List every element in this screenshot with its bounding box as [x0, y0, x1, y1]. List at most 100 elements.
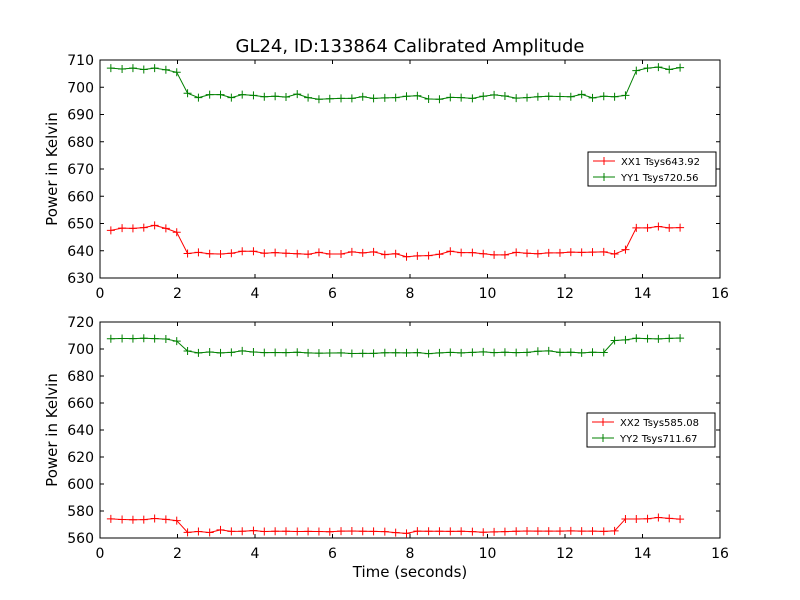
- x-tick-label: 4: [251, 546, 260, 562]
- data-point: [391, 348, 400, 357]
- data-point: [402, 252, 411, 261]
- data-point: [227, 93, 236, 102]
- x-tick-label: 10: [479, 546, 497, 562]
- data-point: [293, 527, 302, 536]
- data-point: [150, 334, 159, 343]
- data-point: [479, 347, 488, 356]
- data-point: [380, 93, 389, 102]
- data-point: [118, 224, 127, 233]
- y-tick-label: 680: [67, 135, 94, 151]
- data-point: [128, 334, 137, 343]
- data-point: [621, 335, 630, 344]
- x-tick-label: 2: [173, 546, 182, 562]
- data-point: [500, 250, 509, 259]
- data-point: [457, 248, 466, 257]
- y-tick-label: 660: [67, 189, 94, 205]
- data-point: [304, 348, 313, 357]
- data-point: [227, 527, 236, 536]
- data-point: [676, 334, 685, 343]
- x-axis-label: Time (seconds): [352, 563, 468, 581]
- data-point: [643, 64, 652, 73]
- data-point: [588, 248, 597, 257]
- data-point: [566, 526, 575, 535]
- y-tick-label: 650: [67, 217, 94, 233]
- data-point: [610, 250, 619, 259]
- lower-panel: 0 2 4 6 8 10 12 14 16 560 580 600 620 640 660 680 700 720…: [43, 315, 729, 581]
- data-point: [512, 527, 521, 536]
- data-point: [216, 90, 225, 99]
- data-point: [632, 334, 641, 343]
- data-point: [500, 91, 509, 100]
- x-tick-label: 14: [634, 286, 652, 302]
- data-point: [479, 249, 488, 258]
- data-point: [347, 94, 356, 103]
- data-point: [654, 222, 663, 231]
- data-point: [369, 349, 378, 358]
- data-point: [544, 527, 553, 536]
- data-point: [665, 514, 674, 523]
- data-point: [325, 527, 334, 536]
- data-point: [271, 248, 280, 257]
- data-point: [106, 64, 115, 73]
- data-point: [128, 64, 137, 73]
- data-point: [424, 94, 433, 103]
- legend-label: YY1 Tsys720.56: [620, 173, 699, 184]
- x-tick-label: 0: [96, 546, 105, 562]
- data-point: [468, 527, 477, 536]
- data-point: [337, 94, 346, 103]
- data-point: [139, 334, 148, 343]
- data-point: [260, 249, 269, 258]
- data-point: [172, 516, 181, 525]
- data-point: [599, 92, 608, 101]
- data-point: [512, 348, 521, 357]
- data-point: [523, 93, 532, 102]
- data-point: [654, 334, 663, 343]
- data-point: [512, 248, 521, 257]
- data-point: [446, 247, 455, 256]
- data-point: [249, 526, 258, 535]
- data-point: [435, 250, 444, 259]
- data-point: [282, 93, 290, 102]
- data-point: [293, 90, 302, 99]
- data-point: [435, 348, 444, 357]
- data-point: [391, 93, 400, 102]
- data-point: [566, 348, 575, 357]
- data-point: [643, 334, 652, 343]
- data-point: [654, 63, 663, 72]
- data-point: [238, 90, 247, 99]
- legend: [586, 412, 716, 448]
- data-point: [128, 224, 137, 233]
- data-point: [183, 347, 192, 356]
- data-point: [577, 90, 586, 99]
- data-point: [555, 92, 564, 101]
- data-point: [139, 223, 148, 232]
- data-point: [500, 348, 509, 357]
- x-tick-label: 4: [251, 286, 260, 302]
- data-point: [391, 528, 400, 537]
- data-point: [490, 348, 499, 357]
- data-point: [369, 527, 378, 536]
- x-tick-label: 6: [328, 546, 337, 562]
- data-point: [260, 527, 269, 536]
- data-point: [249, 91, 258, 100]
- data-point: [347, 526, 356, 535]
- data-point: [621, 245, 630, 254]
- data-point: [654, 513, 663, 522]
- y-axis-label: Power in Kelvin: [43, 112, 61, 226]
- data-point: [118, 334, 127, 343]
- y-tick-label: 640: [67, 244, 94, 260]
- data-point: [544, 346, 553, 355]
- data-point: [413, 348, 422, 357]
- data-point: [216, 250, 225, 259]
- data-point: [337, 527, 346, 536]
- data-point: [369, 94, 378, 103]
- y-tick-label: 720: [67, 315, 94, 331]
- data-point: [424, 349, 433, 358]
- data-point: [533, 347, 542, 356]
- data-point: [139, 65, 148, 74]
- x-tick-label: 8: [406, 286, 415, 302]
- data-point: [643, 223, 652, 232]
- data-point: [468, 348, 477, 357]
- data-point: [566, 248, 575, 257]
- x-tick-label: 2: [173, 286, 182, 302]
